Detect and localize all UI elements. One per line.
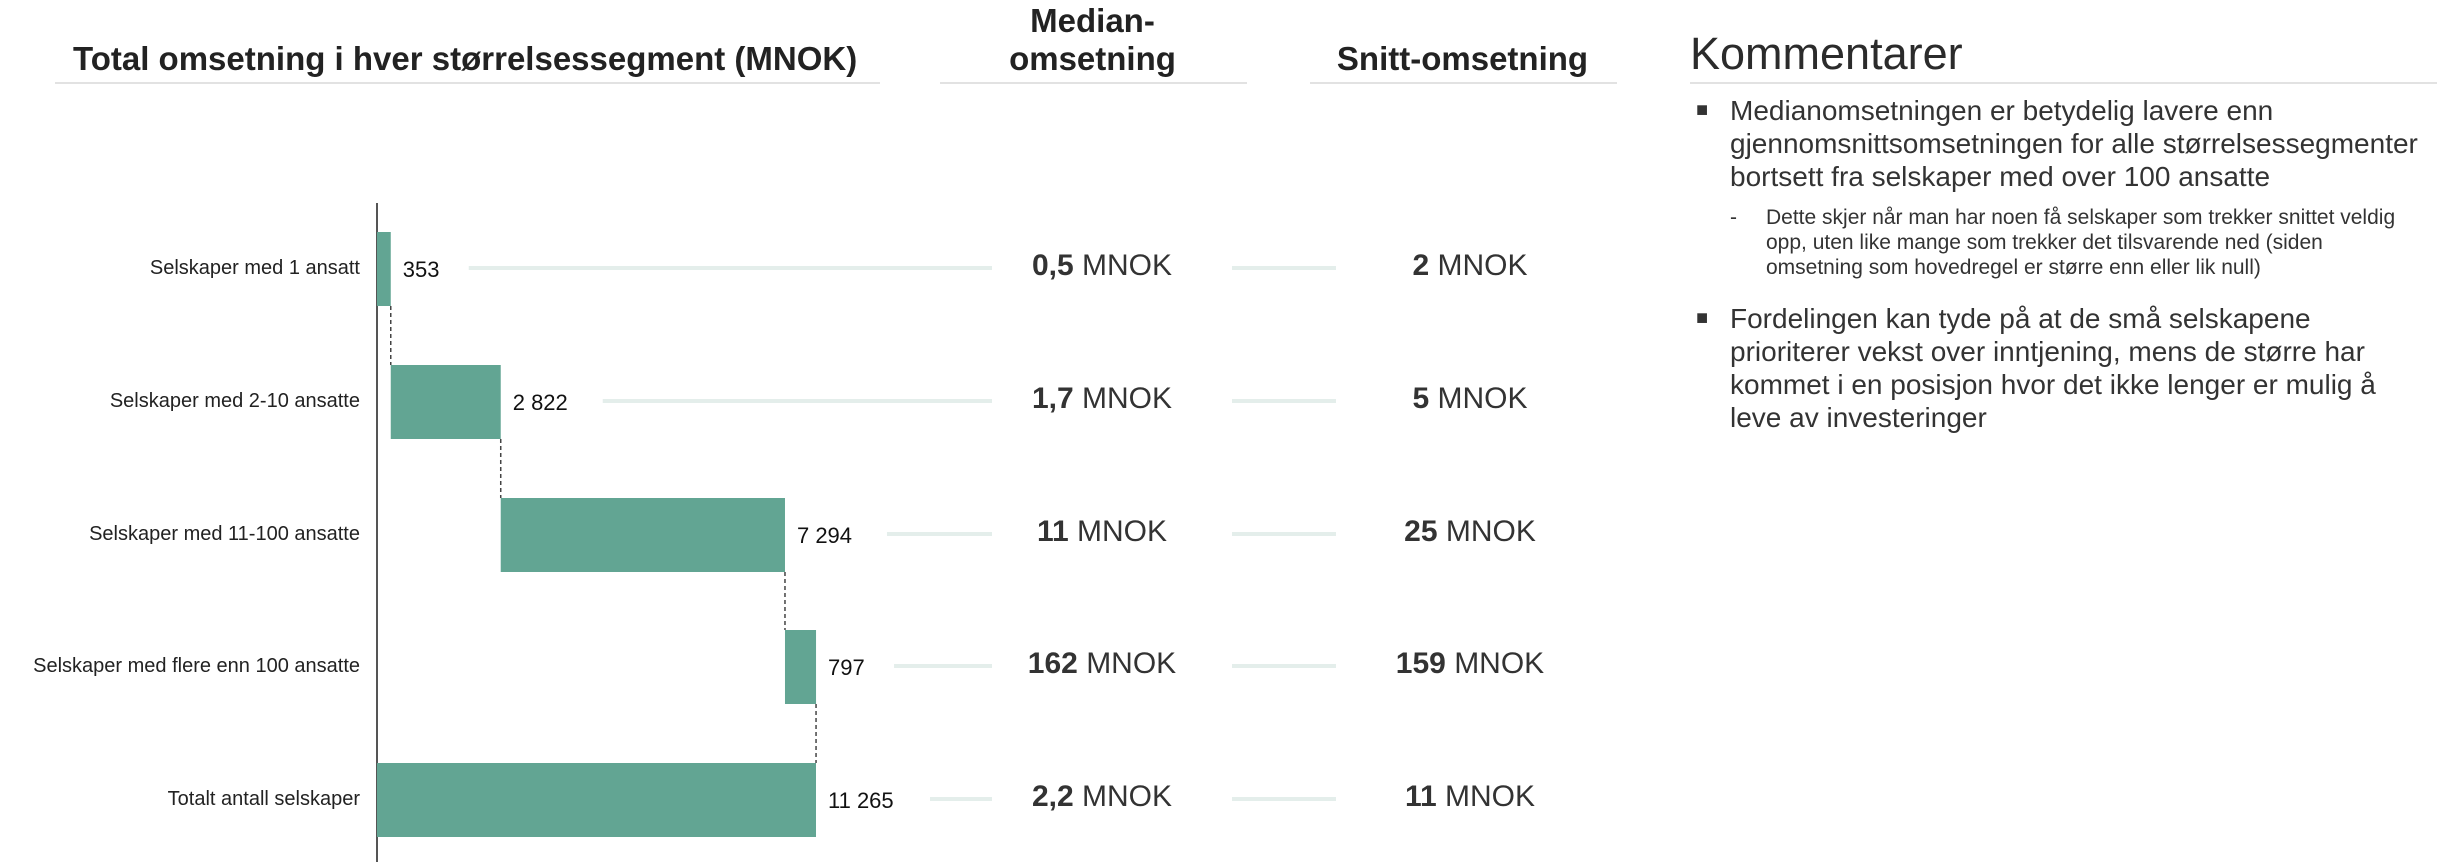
comment-bullet-1-text: Medianomsetningen er betydelig lavere en…: [1730, 95, 2418, 192]
median-header: Median- omsetning: [940, 2, 1245, 78]
average-header-rule: [1310, 82, 1617, 84]
comment-bullet-2: ■ Fordelingen kan tyde på at de små sels…: [1690, 302, 2420, 434]
bar-value-label: 11 265: [828, 788, 894, 813]
comments-list: ■ Medianomsetningen er betydelig lavere …: [1690, 94, 2420, 450]
bar-value-label: 353: [402, 257, 440, 282]
category-label: Totalt antall selskaper: [167, 788, 360, 810]
median-header-line1: Median-: [1030, 2, 1155, 39]
square-bullet-icon: ■: [1696, 307, 1709, 329]
comments-title-rule: [1690, 82, 2437, 84]
category-label: Selskaper med 1 ansatt: [149, 257, 360, 279]
median-value: 11 MNOK: [1036, 515, 1168, 548]
bar-value-label: 2 822: [512, 390, 568, 415]
chart-title: Total omsetning i hver størrelsessegment…: [73, 40, 858, 77]
average-value: 5 MNOK: [1412, 382, 1528, 415]
median-header-line2: omsetning: [1009, 40, 1176, 77]
category-label: Selskaper med flere enn 100 ansatte: [33, 655, 360, 677]
average-header: Snitt-omsetning: [1336, 40, 1589, 77]
bar-5: [377, 763, 816, 837]
average-value: 11 MNOK: [1404, 780, 1536, 813]
bar-3: [500, 498, 785, 572]
average-value: 2 MNOK: [1412, 249, 1528, 282]
category-label: Selskaper med 2-10 ansatte: [109, 390, 360, 412]
bar-value-label: 797: [828, 655, 865, 680]
bar-value-label: 7 294: [796, 523, 853, 548]
category-label: Selskaper med 11-100 ansatte: [89, 523, 360, 545]
median-header-rule: [940, 82, 1247, 84]
comment-bullet-2-text: Fordelingen kan tyde på at de små selska…: [1730, 303, 2376, 433]
median-value: 2,2 MNOK: [1031, 780, 1173, 813]
comments-title: Kommentarer: [1690, 28, 1963, 79]
bar-4: [784, 630, 817, 704]
average-value: 159 MNOK: [1395, 647, 1545, 680]
comment-bullet-1: ■ Medianomsetningen er betydelig lavere …: [1690, 94, 2420, 193]
chart-title-rule: [55, 82, 880, 84]
average-value: 25 MNOK: [1404, 515, 1536, 548]
comment-sub-bullet-1-text: Dette skjer når man har noen få selskape…: [1766, 206, 2396, 279]
square-bullet-icon: ■: [1696, 99, 1709, 121]
comment-sub-bullet-1: - Dette skjer når man har noen få selska…: [1690, 205, 2420, 280]
bar-1: [377, 232, 391, 306]
dash-bullet-icon: -: [1730, 206, 1737, 229]
median-value: 1,7 MNOK: [1031, 382, 1173, 415]
bar-2: [390, 365, 501, 439]
median-value: 0,5 MNOK: [1031, 249, 1173, 282]
median-value: 162 MNOK: [1027, 647, 1177, 680]
